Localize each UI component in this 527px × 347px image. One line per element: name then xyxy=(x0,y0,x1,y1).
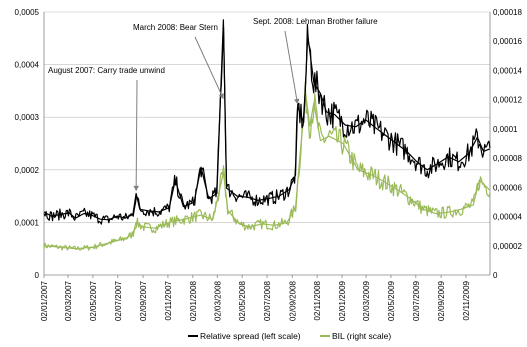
right-tick-label: 0,00014 xyxy=(493,66,522,75)
right-y-axis: 0 0,00002 0,00004 0,00006 0,00008 0,0001 0,000… xyxy=(489,8,522,280)
legend-label: Relative spread (left scale) xyxy=(200,331,301,341)
x-tick-label: 02/03/2009 xyxy=(362,280,371,321)
left-y-axis: 0 0,0001 0,0002 0,0003 0,0004 0,0005 xyxy=(15,8,45,280)
right-tick-label: 0,0001 xyxy=(493,125,518,134)
left-tick-label: 0,0003 xyxy=(15,113,40,122)
annotation-arrow xyxy=(194,36,224,99)
x-tick-label: 02/11/2009 xyxy=(462,280,471,320)
x-tick-label: 02/05/2007 xyxy=(89,280,98,321)
x-tick-label: 02/09/2008 xyxy=(288,280,297,321)
left-tick-label: 0,0002 xyxy=(15,166,40,175)
x-tick-label: 02/07/2008 xyxy=(263,280,272,321)
x-tick-label: 02/11/2008 xyxy=(313,280,322,320)
left-tick-label: 0,0001 xyxy=(15,218,40,227)
annotation-arrowhead xyxy=(133,185,139,191)
annotation-label: August 2007: Carry trade unwind xyxy=(48,66,165,75)
x-axis: 02/01/2007 02/03/2007 02/05/2007 02/07/2007… xyxy=(40,274,490,321)
right-tick-label: 0,00002 xyxy=(493,242,522,251)
annotation-arrow xyxy=(284,30,299,105)
x-tick-label: 02/07/2007 xyxy=(114,280,123,321)
x-tick-label: 02/01/2007 xyxy=(40,280,49,321)
x-tick-label: 02/03/2007 xyxy=(64,280,73,321)
right-tick-label: 0,00012 xyxy=(493,96,522,105)
right-tick-label: 0,00008 xyxy=(493,154,522,163)
annotation-arrow xyxy=(135,79,138,191)
right-tick-label: 0,00006 xyxy=(493,183,522,192)
annotation-arrowhead xyxy=(293,98,300,105)
annotation-arrowhead xyxy=(218,93,224,99)
relative-spread-series-line xyxy=(43,23,491,225)
x-tick-label: 02/05/2009 xyxy=(387,280,396,321)
x-tick-label: 02/09/2007 xyxy=(139,280,148,321)
legend-label: BIL (right scale) xyxy=(332,331,391,341)
annotation-label: Sept. 2008: Lehman Brother failure xyxy=(253,17,378,26)
x-tick-label: 02/01/2008 xyxy=(189,280,198,321)
x-tick-label: 02/09/2009 xyxy=(437,280,446,321)
annotations: August 2007: Carry trade unwind March 200… xyxy=(48,17,378,191)
right-tick-label: 0,00018 xyxy=(493,8,522,17)
x-tick-label: 02/05/2008 xyxy=(238,280,247,321)
x-tick-label: 02/01/2009 xyxy=(338,280,347,321)
gridlines xyxy=(44,11,490,223)
annotation-label: March 2008: Bear Stern xyxy=(133,23,218,32)
series-layer xyxy=(43,19,491,251)
right-tick-label: 0,00016 xyxy=(493,37,522,46)
right-tick-label: 0 xyxy=(493,271,498,280)
x-tick-label: 02/11/2007 xyxy=(164,280,173,320)
x-tick-label: 02/07/2009 xyxy=(412,280,421,321)
bil-peaks-line xyxy=(43,93,491,250)
left-tick-label: 0 xyxy=(35,271,40,280)
left-tick-label: 0,0004 xyxy=(15,61,40,70)
legend: Relative spread (left scale) BIL (right s… xyxy=(188,331,391,341)
right-tick-label: 0,00004 xyxy=(493,213,522,222)
left-tick-label: 0,0005 xyxy=(15,8,40,17)
x-tick-label: 02/03/2008 xyxy=(213,280,222,321)
relative-spread-peaks-line xyxy=(43,19,491,221)
